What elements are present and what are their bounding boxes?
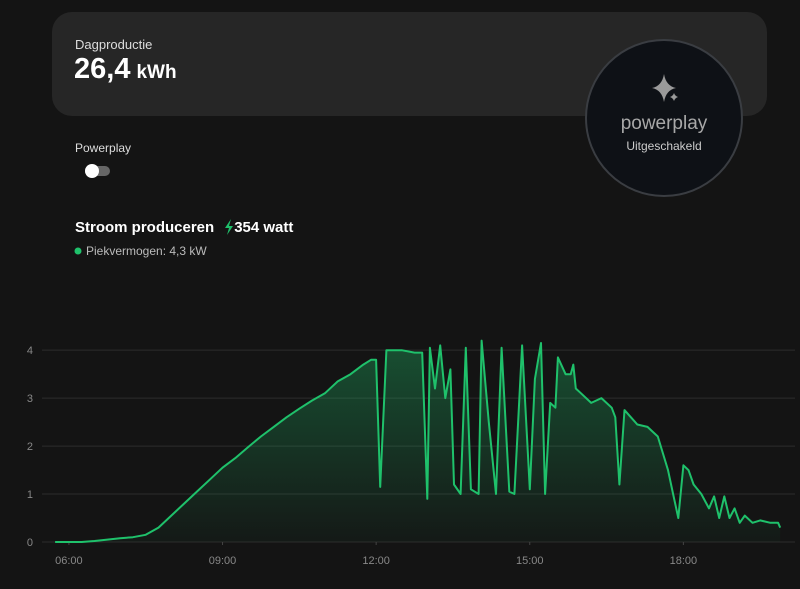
y-tick-label: 4 xyxy=(27,345,33,357)
x-tick-label: 06:00 xyxy=(55,555,83,567)
toggle-knob[interactable] xyxy=(85,164,99,178)
production-value: 354 watt xyxy=(234,219,293,236)
powerplay-badge[interactable] xyxy=(585,39,743,197)
unit: kWh xyxy=(136,62,176,83)
y-tick-label: 2 xyxy=(27,441,33,453)
x-tick-label: 18:00 xyxy=(670,555,698,567)
value: 26,4 xyxy=(74,53,130,85)
chart: 0 1 2 3 4 06:00 09:00 12:00 15:00 18:00 xyxy=(27,339,795,567)
summary-card xyxy=(52,12,767,116)
x-tick-label: 12:00 xyxy=(362,555,390,567)
x-tick-label: 15:00 xyxy=(516,555,544,567)
area-line xyxy=(55,339,782,543)
toggle-label: Powerplay xyxy=(75,141,131,155)
x-tick-label: 09:00 xyxy=(209,555,237,567)
area-fill xyxy=(55,340,781,542)
peak-label: Piekvermogen: 4,3 kW xyxy=(86,244,207,258)
summary-label: Dagproductie xyxy=(75,37,152,52)
summary-value: 26,4 kWh xyxy=(74,53,177,85)
production-title: Stroom produceren xyxy=(75,219,214,236)
production: Stroom produceren 354 watt xyxy=(75,219,293,236)
badge-brand: powerplay xyxy=(621,113,708,134)
sparkle-icon xyxy=(652,74,678,102)
y-tick-label: 0 xyxy=(27,537,33,549)
peak-dot xyxy=(74,247,82,255)
y-tick-label: 3 xyxy=(27,393,33,405)
badge-status: Uitgeschakeld xyxy=(626,139,701,153)
bolt-icon xyxy=(225,219,233,235)
y-tick-label: 1 xyxy=(27,489,33,501)
